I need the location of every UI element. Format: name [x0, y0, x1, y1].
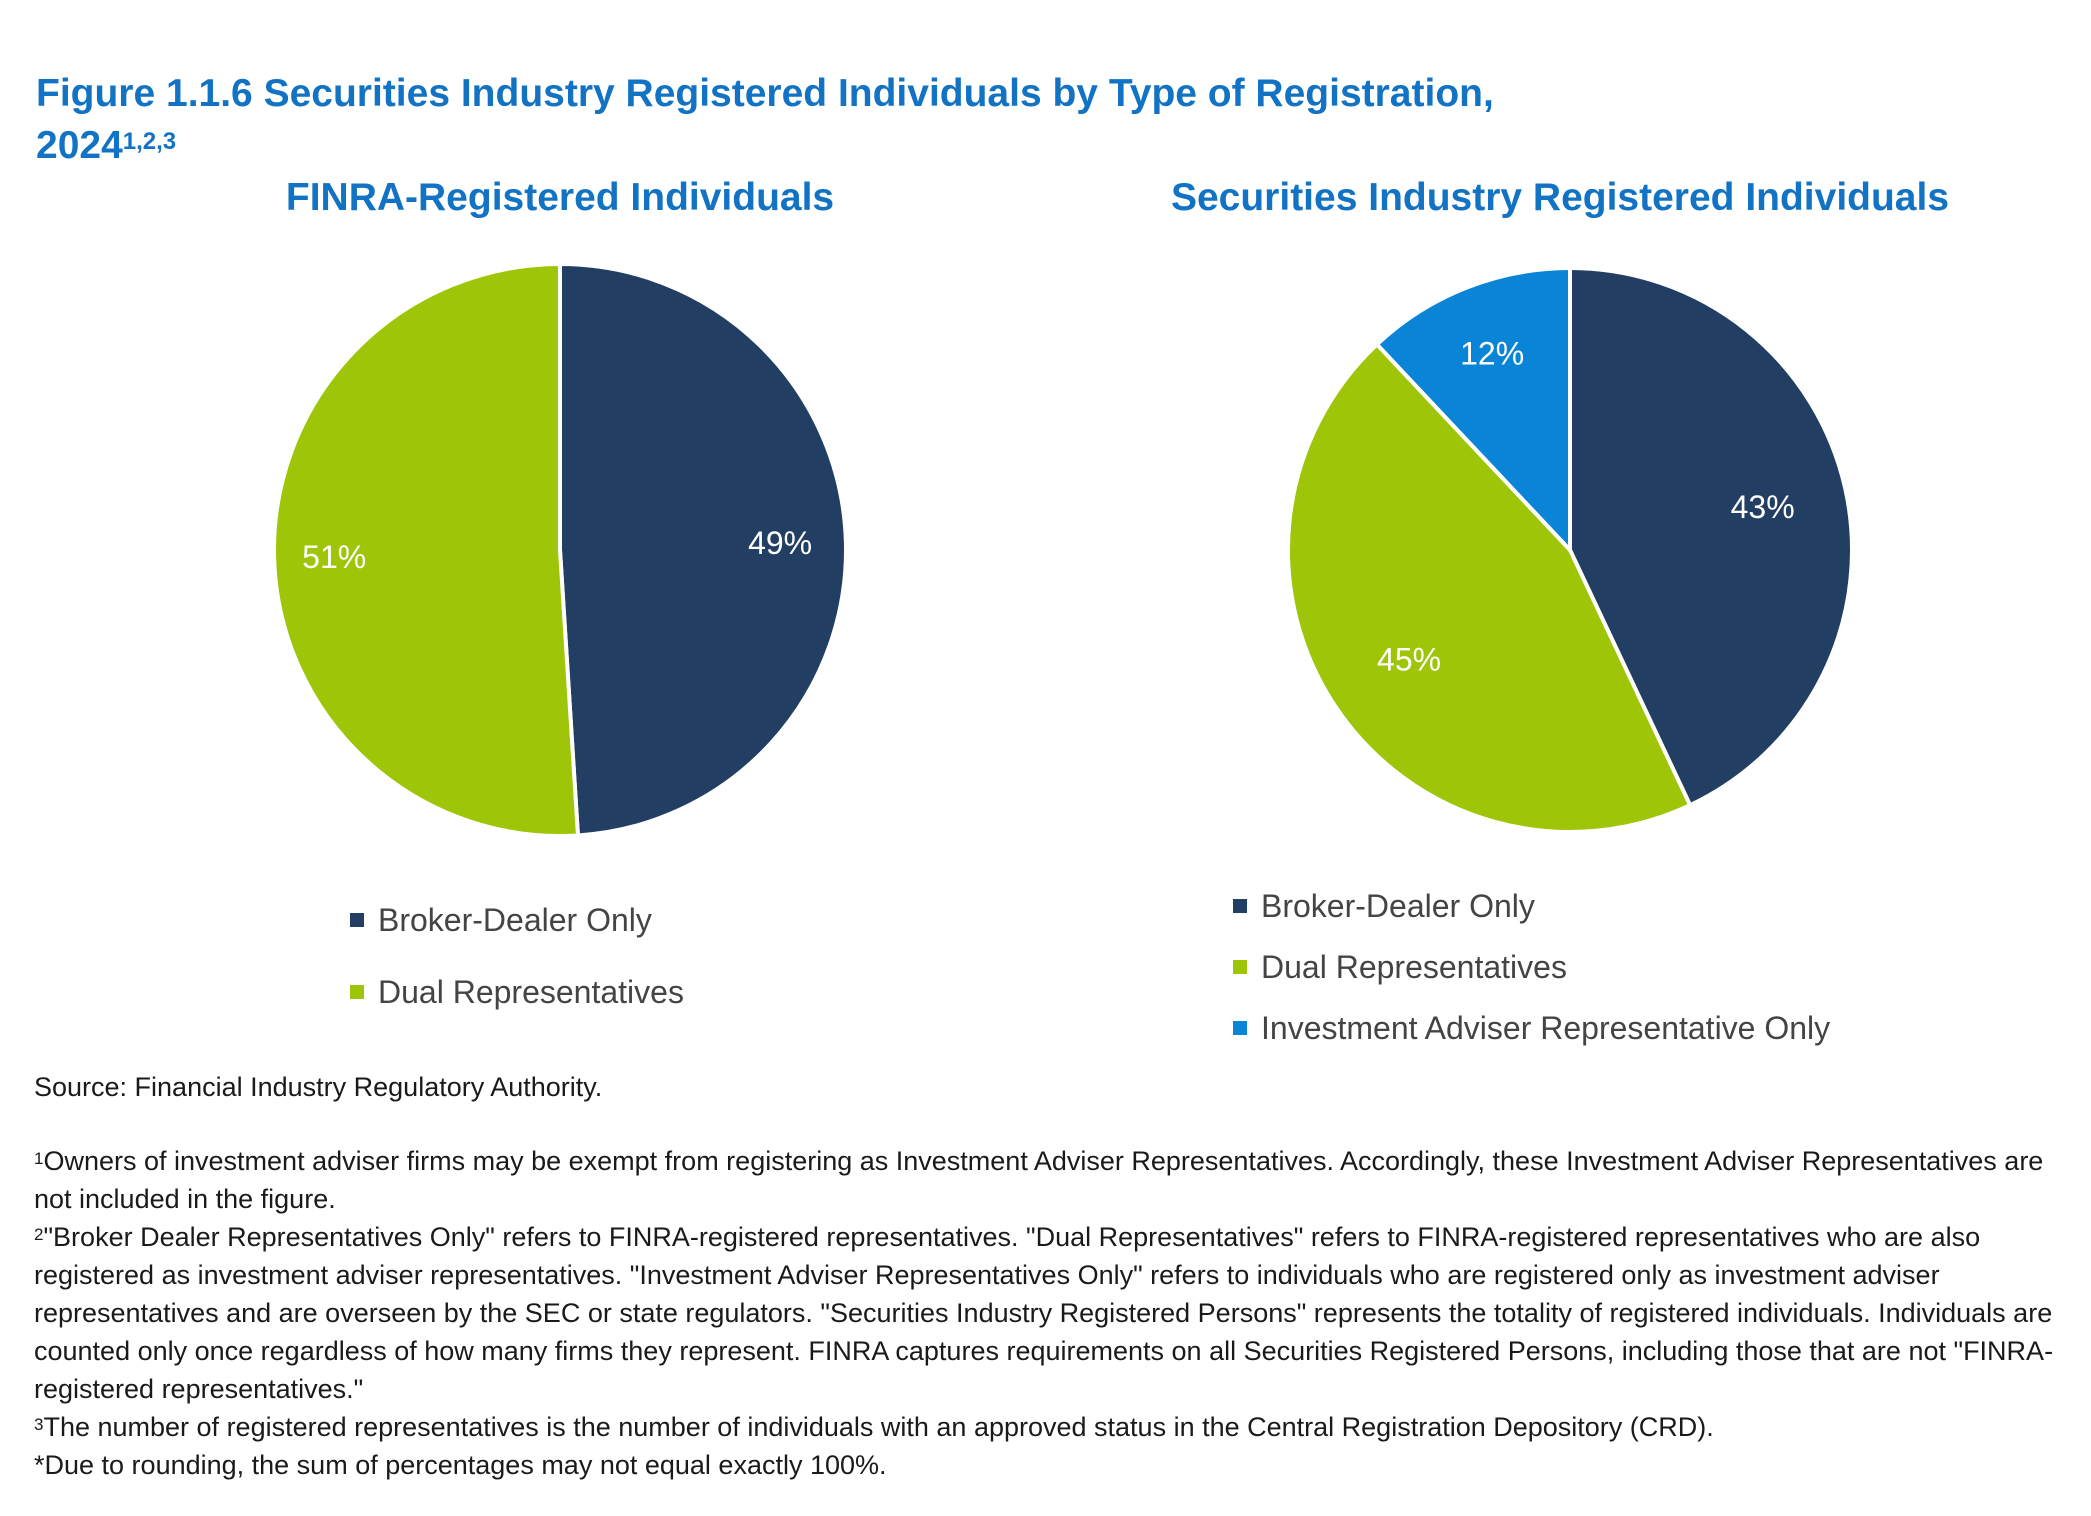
pie-slice-broker-dealer: [558, 262, 848, 838]
footnote-3-text: The number of registered representatives…: [43, 1412, 1714, 1442]
rounding-note: *Due to rounding, the sum of percentages…: [34, 1450, 887, 1480]
pie-chart-finra: 49% 51%: [272, 262, 848, 838]
chart-securities-title: Securities Industry Registered Individua…: [1170, 176, 1950, 219]
footnote-1: 1Owners of investment adviser firms may …: [34, 1142, 2054, 1218]
legend-swatch-broker-dealer: [1233, 899, 1247, 913]
pie-slice-dual: [272, 262, 580, 838]
legend-label-investment-adviser: Investment Adviser Representative Only: [1261, 1009, 1831, 1046]
data-label-investment-adviser: 12%: [1460, 335, 1524, 371]
figure-title: Figure 1.1.6 Securities Industry Registe…: [36, 68, 1636, 172]
figure-title-line2: 20241,2,3: [36, 120, 1636, 172]
data-label-dual: 51%: [302, 539, 366, 575]
footnote-2: 2"Broker Dealer Representatives Only" re…: [34, 1218, 2054, 1408]
legend-finra: Broker-Dealer Only Dual Representatives: [350, 900, 684, 1044]
data-label-broker-dealer: 49%: [748, 525, 812, 561]
figure-title-line1: Figure 1.1.6 Securities Industry Registe…: [36, 72, 1494, 115]
legend-swatch-dual: [1233, 960, 1247, 974]
legend-label-dual: Dual Representatives: [1261, 948, 1567, 985]
legend-item-investment-adviser: Investment Adviser Representative Only: [1233, 1008, 1830, 1048]
footnote-3-mark: 3: [34, 1415, 44, 1434]
legend-securities: Broker-Dealer Only Dual Representatives …: [1233, 886, 1830, 1069]
legend-label-dual: Dual Representatives: [378, 973, 684, 1010]
pie-slice-investment-adviser: [1374, 266, 1572, 552]
figure-title-superscript: 1,2,3: [122, 128, 177, 155]
footnotes: Source: Financial Industry Regulatory Au…: [34, 1068, 2054, 1484]
chart-finra-title: FINRA-Registered Individuals: [285, 176, 835, 219]
legend-item-broker-dealer: Broker-Dealer Only: [1233, 886, 1830, 926]
pie-slice-broker-dealer: [1568, 266, 1854, 808]
legend-item-dual: Dual Representatives: [1233, 947, 1830, 987]
legend-item-broker-dealer: Broker-Dealer Only: [350, 900, 684, 940]
source-note: Source: Financial Industry Regulatory Au…: [34, 1072, 603, 1102]
data-label-broker-dealer: 43%: [1731, 489, 1795, 525]
legend-item-dual: Dual Representatives: [350, 972, 684, 1012]
pie-slice-dual: [1286, 342, 1693, 834]
legend-swatch-broker-dealer: [350, 913, 364, 927]
figure-title-year: 2024: [36, 124, 123, 167]
footnote-2-mark: 2: [34, 1225, 44, 1244]
legend-label-broker-dealer: Broker-Dealer Only: [1261, 887, 1535, 924]
footnote-2-text: "Broker Dealer Representatives Only" ref…: [34, 1222, 2054, 1404]
legend-label-broker-dealer: Broker-Dealer Only: [378, 901, 652, 938]
legend-swatch-dual: [350, 985, 364, 999]
data-label-dual: 45%: [1377, 641, 1441, 677]
footnote-1-mark: 1: [34, 1149, 44, 1168]
pie-chart-securities: 43% 45% 12%: [1286, 266, 1854, 834]
footnote-3: 3The number of registered representative…: [34, 1408, 2054, 1446]
footnote-1-text: Owners of investment adviser firms may b…: [34, 1146, 2044, 1214]
legend-swatch-investment-adviser: [1233, 1021, 1247, 1035]
